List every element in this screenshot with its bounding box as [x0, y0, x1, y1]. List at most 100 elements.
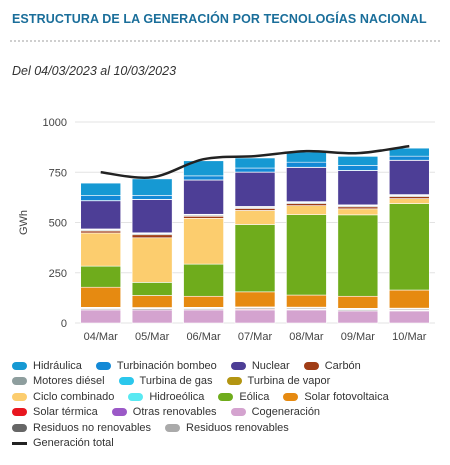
y-tick-label: 250 — [49, 268, 67, 280]
legend-item[interactable]: Generación total — [12, 437, 114, 449]
legend-row: Residuos no renovables Residuos renovable… — [12, 420, 442, 436]
legend-swatch — [118, 377, 134, 386]
bar-segment — [131, 295, 173, 308]
x-tick-label: 10/Mar — [392, 331, 427, 343]
y-tick-label: 750 — [49, 167, 67, 179]
bar-segment — [388, 155, 430, 161]
bar-segment — [337, 208, 379, 216]
legend-swatch — [283, 392, 299, 401]
legend-swatch — [12, 392, 27, 401]
legend-swatch — [12, 361, 27, 370]
bar-segment — [80, 200, 122, 230]
bar-segment — [183, 215, 224, 219]
legend-row: Motores diésel Turbina de gas Turbina de v… — [12, 374, 442, 390]
legend-label: Hidráulica — [33, 359, 82, 372]
legend-label: Turbina de vapor — [247, 375, 331, 388]
bar-segment — [388, 147, 430, 157]
legend-swatch — [230, 408, 246, 417]
bar-segment — [286, 203, 327, 206]
bar-segment — [337, 295, 379, 309]
bar-segment — [183, 309, 224, 324]
legend-item[interactable]: Residuos no renovables — [12, 422, 151, 434]
bar-segment — [286, 167, 327, 202]
x-tick-label: 04/Mar — [84, 331, 119, 343]
legend-swatch — [12, 408, 27, 417]
legend-item[interactable]: Turbina de vapor — [226, 375, 331, 388]
bar-segment — [80, 309, 122, 324]
legend-item[interactable]: Hidroeólica — [128, 391, 204, 403]
legend-item[interactable]: Turbinación bombeo — [95, 359, 217, 372]
legend-item[interactable]: Solar térmica — [12, 406, 98, 418]
legend-swatch — [230, 361, 246, 370]
legend-item[interactable]: Residuos renovables — [165, 422, 289, 434]
bar-segment — [234, 210, 276, 225]
stacked-bar-chart: 0 250 500 750 1000 GWh 04/Mar 05/Mar 06/Mar 07/Ma… — [18, 117, 435, 343]
bar-segment — [183, 263, 224, 297]
bar-segment — [183, 160, 224, 177]
bar-segment — [286, 309, 327, 324]
bar-segment — [80, 232, 122, 267]
legend-item[interactable]: Carbón — [303, 360, 361, 372]
legend-item[interactable]: Solar fotovoltaica — [283, 390, 389, 403]
bar-segment — [234, 309, 276, 324]
legend-label: Residuos no renovables — [33, 421, 152, 434]
legend-swatch — [12, 377, 27, 386]
title-divider — [10, 40, 440, 42]
bar-segment — [234, 167, 276, 173]
y-axis-label: GWh — [18, 210, 30, 235]
legend-item[interactable]: Cogeneración — [230, 406, 321, 419]
legend-label: Cogeneración — [251, 406, 321, 419]
bar-segment — [337, 214, 379, 297]
total-generation-line — [100, 144, 410, 179]
legend-item[interactable]: Otras renovables — [111, 406, 217, 419]
bar-segment — [183, 217, 224, 265]
legend-row: Solar térmica Otras renovables Cogeneració… — [12, 405, 442, 421]
x-tick-label: 05/Mar — [135, 331, 170, 343]
bar-segment — [337, 165, 379, 171]
bar-segment — [234, 157, 276, 169]
chart-title: ESTRUCTURA DE LA GENERACIÓN POR TECNOLOG… — [12, 12, 427, 26]
legend-item[interactable]: Eólica — [218, 391, 269, 403]
legend-swatch — [303, 361, 319, 370]
bar-segment — [80, 195, 122, 201]
legend-item[interactable]: Nuclear — [230, 360, 290, 372]
legend-label: Solar fotovoltaica — [304, 390, 389, 403]
legend-label: Otras renovables — [132, 406, 217, 419]
legend-label: Turbinación bombeo — [116, 359, 217, 372]
date-range-subtitle: Del 04/03/2023 al 10/03/2023 — [12, 64, 177, 78]
y-tick-label: 500 — [49, 218, 67, 230]
bar-segment — [234, 224, 276, 293]
legend-label: Generación total — [33, 437, 114, 450]
legend-item[interactable]: Ciclo combinado — [12, 391, 114, 403]
bar-segment — [388, 203, 430, 291]
bar-segment — [286, 294, 327, 308]
legend-row: Generación total — [12, 436, 442, 452]
bar-segment — [80, 182, 122, 196]
bar-segment — [388, 160, 430, 195]
bar-segment — [388, 289, 430, 309]
bar-segment — [234, 171, 276, 207]
bar-segment — [131, 199, 173, 234]
bar-segment — [80, 230, 122, 234]
legend-item[interactable]: Motores diésel — [12, 375, 105, 387]
legend-item[interactable]: Turbina de gas — [118, 375, 213, 388]
bar-segment — [131, 178, 173, 196]
bar-segment — [131, 195, 173, 200]
bar-segment — [234, 208, 276, 211]
legend-label: Residuos renovables — [186, 421, 289, 434]
bar-segment — [337, 310, 379, 324]
bar-segment — [388, 310, 430, 324]
bar-segment — [131, 234, 173, 239]
bar-segment — [388, 196, 430, 199]
legend-label: Turbina de gas — [139, 375, 213, 388]
bar-segment — [286, 161, 327, 168]
x-tick-label: 07/Mar — [238, 331, 273, 343]
bar-segment — [80, 265, 122, 288]
legend-swatch — [218, 392, 234, 401]
legend-row: Ciclo combinado Hidroeólica Eólica Solar fo… — [12, 389, 442, 405]
y-tick-label: 1000 — [43, 117, 67, 129]
legend-item[interactable]: Hidráulica — [12, 360, 82, 372]
bar-segment — [234, 291, 276, 308]
chart-legend: Hidráulica Turbinación bombeo Nuclear Carbó… — [12, 358, 442, 451]
bar-segment — [183, 175, 224, 181]
